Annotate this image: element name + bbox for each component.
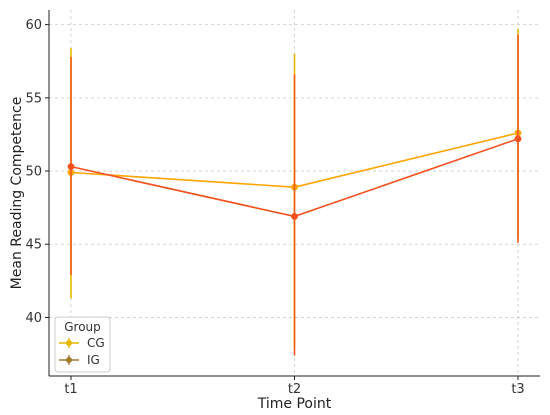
x-tick-label: t3 bbox=[511, 382, 524, 397]
y-tick-label: 50 bbox=[25, 165, 42, 180]
x-axis-label: Time Point bbox=[257, 396, 332, 412]
legend-swatch-marker bbox=[66, 340, 72, 346]
legend: Group CG IG bbox=[54, 316, 111, 373]
legend-label: CG bbox=[87, 336, 105, 350]
legend-title: Group bbox=[64, 320, 101, 334]
x-tick-label: t1 bbox=[64, 382, 77, 397]
legend-swatch-marker bbox=[66, 357, 72, 363]
series bbox=[67, 29, 522, 356]
x-tick-label: t2 bbox=[288, 382, 301, 397]
y-axis-label: Mean Reading Competence bbox=[9, 97, 25, 290]
ticks: 40 45 50 55 60 t1 t2 t3 bbox=[25, 18, 524, 397]
data-point bbox=[514, 135, 522, 143]
data-point bbox=[291, 212, 298, 220]
y-tick-label: 55 bbox=[25, 91, 42, 106]
y-tick-label: 60 bbox=[25, 18, 42, 33]
y-tick-label: 40 bbox=[25, 311, 42, 326]
series-ig bbox=[67, 34, 522, 356]
y-tick-label: 45 bbox=[25, 238, 42, 253]
legend-label: IG bbox=[87, 353, 100, 367]
legend-entry-cg: CG bbox=[59, 336, 105, 350]
data-point bbox=[67, 163, 75, 171]
legend-entry-ig: IG bbox=[59, 353, 100, 367]
